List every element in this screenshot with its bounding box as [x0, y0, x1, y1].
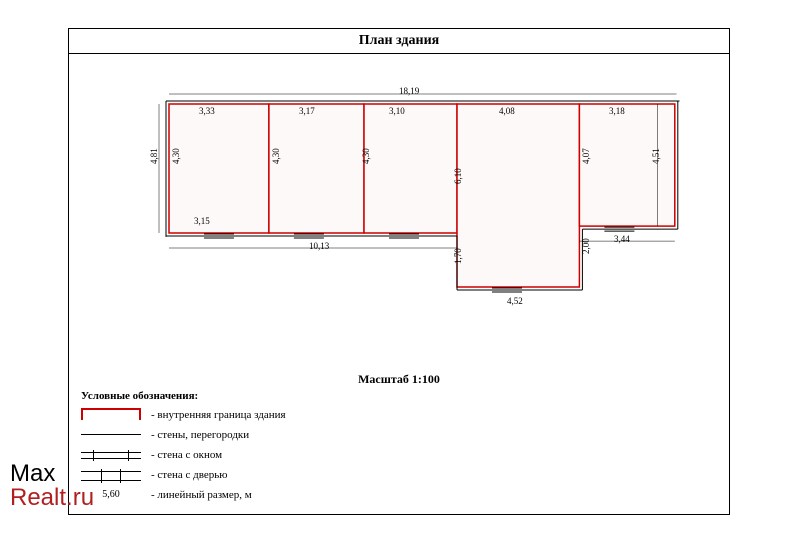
symbol-inner-border [81, 408, 141, 422]
symbol-wall [81, 428, 141, 442]
legend: Условные обозначения: - внутренняя грани… [81, 390, 286, 508]
svg-text:10,13: 10,13 [309, 241, 330, 251]
legend-row-dim: 5,60 - линейный размер, м [81, 488, 286, 502]
svg-text:3,18: 3,18 [609, 106, 625, 116]
legend-row-door: - стена с дверью [81, 468, 286, 482]
legend-label: - внутренняя граница здания [151, 409, 286, 421]
svg-text:3,44: 3,44 [614, 234, 630, 244]
svg-text:4,30: 4,30 [171, 148, 181, 164]
page-border: План здания 18,19 3,33 3,17 3,10 4,08 3,18 4,8… [68, 28, 730, 515]
legend-row-walls: - стены, перегородки [81, 428, 286, 442]
legend-row-inner-border: - внутренняя граница здания [81, 408, 286, 422]
floor-plan: 18,19 3,33 3,17 3,10 4,08 3,18 4,81 4,30 4,30 4,3… [69, 64, 729, 364]
svg-text:3,17: 3,17 [299, 106, 315, 116]
svg-text:3,10: 3,10 [389, 106, 405, 116]
svg-text:6,10: 6,10 [453, 168, 463, 184]
watermark: Max Realt.ru [10, 462, 94, 510]
svg-text:4,07: 4,07 [581, 148, 591, 164]
watermark-line2: Realt.ru [10, 486, 94, 510]
legend-label: - стены, перегородки [151, 429, 249, 441]
svg-text:1,70: 1,70 [453, 248, 463, 264]
symbol-window [81, 448, 141, 462]
plan-svg: 18,19 3,33 3,17 3,10 4,08 3,18 4,81 4,30 4,30 4,3… [99, 64, 699, 324]
scale-label: Масштаб 1:100 [69, 372, 729, 387]
legend-label: - стена с дверью [151, 469, 227, 481]
legend-label: - линейный размер, м [151, 489, 252, 501]
svg-text:3,33: 3,33 [199, 106, 215, 116]
svg-text:4,81: 4,81 [149, 148, 159, 164]
svg-text:2,00: 2,00 [581, 238, 591, 254]
svg-text:3,15: 3,15 [194, 216, 210, 226]
svg-text:4,30: 4,30 [271, 148, 281, 164]
svg-text:4,08: 4,08 [499, 106, 515, 116]
svg-text:4,51: 4,51 [651, 148, 661, 164]
legend-row-window: - стена с окном [81, 448, 286, 462]
watermark-line1: Max [10, 462, 94, 486]
page-title: План здания [69, 29, 729, 54]
legend-title: Условные обозначения: [81, 390, 286, 402]
svg-text:4,30: 4,30 [361, 148, 371, 164]
svg-text:4,52: 4,52 [507, 296, 523, 306]
legend-label: - стена с окном [151, 449, 222, 461]
svg-text:18,19: 18,19 [399, 86, 420, 96]
